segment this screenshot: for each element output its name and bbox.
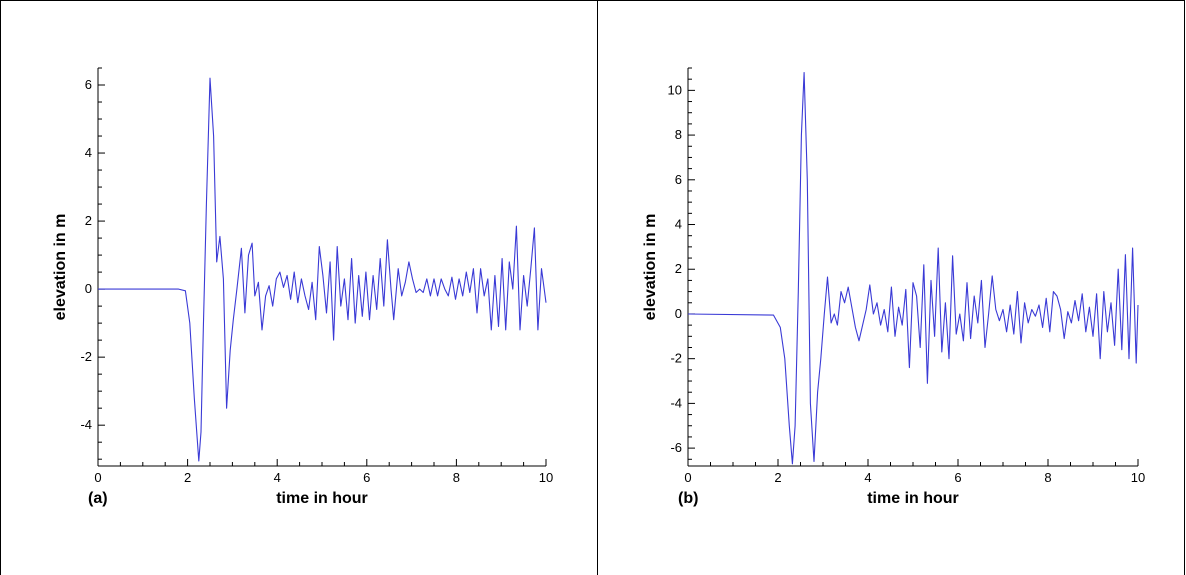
y-axis-title: elevation in m	[52, 214, 69, 321]
x-tick-label: 2	[184, 470, 191, 485]
y-tick-label: -2	[80, 349, 92, 364]
panel-divider	[597, 0, 598, 575]
x-tick-label: 4	[274, 470, 281, 485]
chart-panel-a: 0 2 4 6 8 10 -4 -2 0 2 4 6 time in hour elevation in …	[52, 67, 553, 507]
chart-panel-b: 0 2 4 6 8 10 -6 -4 -2 0 2 4 6 8 10 time in hour elevatio…	[642, 67, 1145, 507]
y-tick-label: 4	[675, 217, 682, 232]
y-tick-label: 6	[85, 77, 92, 92]
x-tick-label: 10	[539, 470, 553, 485]
y-tick-label: 4	[85, 145, 92, 160]
y-tick-label: -4	[670, 395, 682, 410]
y-tick-label: 2	[85, 213, 92, 228]
series-line	[687, 71, 1139, 465]
y-tick-label: -2	[670, 351, 682, 366]
x-tick-label: 2	[774, 470, 781, 485]
x-tick-label: 0	[94, 470, 101, 485]
y-tick-label: 6	[675, 172, 682, 187]
y-tick-label: 10	[668, 82, 682, 97]
y-tick-label: 0	[675, 306, 682, 321]
y-tick-label: 2	[675, 261, 682, 276]
y-tick-label: 0	[85, 281, 92, 296]
x-tick-label: 6	[363, 470, 370, 485]
x-tick-label: 6	[954, 470, 961, 485]
x-tick-label: 0	[684, 470, 691, 485]
x-tick-label: 4	[864, 470, 871, 485]
y-tick-label: 8	[675, 127, 682, 142]
y-tick-label: -6	[670, 440, 682, 455]
series-line	[98, 77, 547, 462]
x-tick-label: 8	[453, 470, 460, 485]
x-tick-label: 8	[1044, 470, 1051, 485]
y-tick-label: -4	[80, 417, 92, 432]
panel-label: (b)	[678, 490, 698, 507]
x-tick-label: 10	[1131, 470, 1145, 485]
panel-label: (a)	[88, 490, 108, 507]
x-axis-title: time in hour	[276, 490, 368, 507]
x-axis-title: time in hour	[867, 490, 959, 507]
y-axis-title: elevation in m	[642, 214, 659, 321]
